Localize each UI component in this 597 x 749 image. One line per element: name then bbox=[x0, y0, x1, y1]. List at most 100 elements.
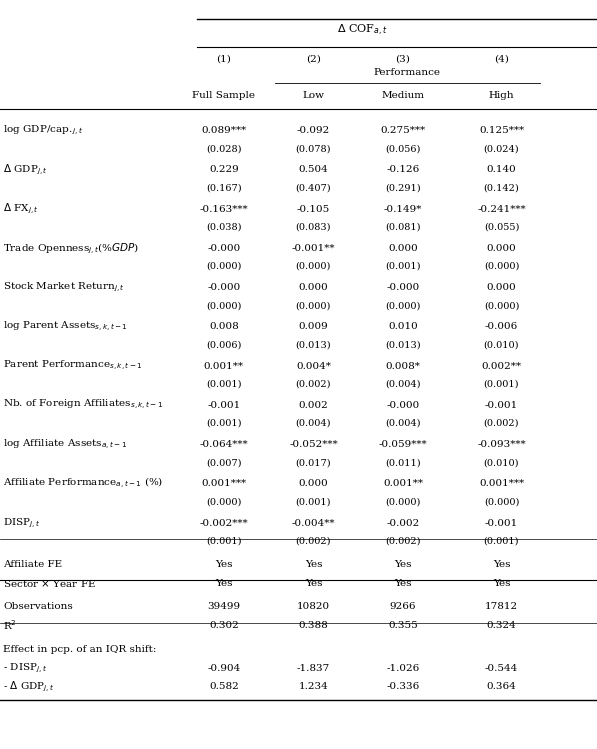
Text: 0.275***: 0.275*** bbox=[380, 126, 426, 135]
Text: (3): (3) bbox=[396, 55, 410, 64]
Text: - DISP$_{j,t}$: - DISP$_{j,t}$ bbox=[3, 661, 47, 675]
Text: -0.006: -0.006 bbox=[485, 322, 518, 331]
Text: 0.504: 0.504 bbox=[298, 166, 328, 175]
Text: (0.004): (0.004) bbox=[296, 419, 331, 428]
Text: 0.140: 0.140 bbox=[487, 166, 516, 175]
Text: -0.904: -0.904 bbox=[207, 664, 241, 673]
Text: -0.059***: -0.059*** bbox=[378, 440, 427, 449]
Text: 9266: 9266 bbox=[390, 602, 416, 611]
Text: 1.234: 1.234 bbox=[298, 682, 328, 691]
Text: Full Sample: Full Sample bbox=[192, 91, 256, 100]
Text: (0.055): (0.055) bbox=[484, 222, 519, 231]
Text: $\Delta$ GDP$_{j,t}$: $\Delta$ GDP$_{j,t}$ bbox=[3, 163, 48, 177]
Text: 0.000: 0.000 bbox=[487, 283, 516, 292]
Text: -0.064***: -0.064*** bbox=[199, 440, 248, 449]
Text: (0.083): (0.083) bbox=[296, 222, 331, 231]
Text: (0.000): (0.000) bbox=[296, 301, 331, 310]
Text: -0.000: -0.000 bbox=[207, 244, 241, 253]
Text: (0.013): (0.013) bbox=[385, 340, 421, 349]
Text: -0.000: -0.000 bbox=[386, 401, 420, 410]
Text: (0.001): (0.001) bbox=[484, 380, 519, 389]
Text: -0.544: -0.544 bbox=[485, 664, 518, 673]
Text: (0.056): (0.056) bbox=[385, 144, 421, 153]
Text: High: High bbox=[489, 91, 514, 100]
Text: (0.001): (0.001) bbox=[484, 536, 519, 545]
Text: (2): (2) bbox=[306, 55, 321, 64]
Text: Yes: Yes bbox=[215, 579, 233, 588]
Text: DISP$_{j,t}$: DISP$_{j,t}$ bbox=[3, 516, 41, 530]
Text: -0.001: -0.001 bbox=[485, 401, 518, 410]
Text: - $\Delta$ GDP$_{j,t}$: - $\Delta$ GDP$_{j,t}$ bbox=[3, 679, 55, 694]
Text: (0.002): (0.002) bbox=[296, 536, 331, 545]
Text: 0.324: 0.324 bbox=[487, 621, 516, 630]
Text: 0.229: 0.229 bbox=[209, 166, 239, 175]
Text: -0.163***: -0.163*** bbox=[199, 204, 248, 213]
Text: (0.010): (0.010) bbox=[484, 340, 519, 349]
Text: 0.302: 0.302 bbox=[209, 621, 239, 630]
Text: Trade Openness$_{j,t}$(%$GDP$): Trade Openness$_{j,t}$(%$GDP$) bbox=[3, 241, 139, 255]
Text: -0.001: -0.001 bbox=[207, 401, 241, 410]
Text: (0.001): (0.001) bbox=[296, 497, 331, 506]
Text: (0.002): (0.002) bbox=[296, 380, 331, 389]
Text: 0.355: 0.355 bbox=[388, 621, 418, 630]
Text: $\Delta$ FX$_{j,t}$: $\Delta$ FX$_{j,t}$ bbox=[3, 202, 39, 216]
Text: Yes: Yes bbox=[493, 579, 510, 588]
Text: -0.001: -0.001 bbox=[485, 518, 518, 527]
Text: (0.002): (0.002) bbox=[484, 419, 519, 428]
Text: (0.001): (0.001) bbox=[206, 536, 242, 545]
Text: 0.001**: 0.001** bbox=[383, 479, 423, 488]
Text: 0.002: 0.002 bbox=[298, 401, 328, 410]
Text: Yes: Yes bbox=[493, 560, 510, 569]
Text: (0.407): (0.407) bbox=[296, 184, 331, 192]
Text: (1): (1) bbox=[217, 55, 231, 64]
Text: (0.291): (0.291) bbox=[385, 184, 421, 192]
Text: $\Delta$ COF$_{a,t}$: $\Delta$ COF$_{a,t}$ bbox=[337, 23, 388, 38]
Text: Stock Market Return$_{j,t}$: Stock Market Return$_{j,t}$ bbox=[3, 281, 125, 294]
Text: 10820: 10820 bbox=[297, 602, 330, 611]
Text: -0.126: -0.126 bbox=[386, 166, 420, 175]
Text: 0.010: 0.010 bbox=[388, 322, 418, 331]
Text: Yes: Yes bbox=[394, 579, 412, 588]
Text: -0.000: -0.000 bbox=[207, 283, 241, 292]
Text: Sector $\times$ Year FE: Sector $\times$ Year FE bbox=[3, 577, 96, 589]
Text: 0.001***: 0.001*** bbox=[479, 479, 524, 488]
Text: (0.000): (0.000) bbox=[385, 497, 421, 506]
Text: Yes: Yes bbox=[304, 560, 322, 569]
Text: (0.001): (0.001) bbox=[206, 419, 242, 428]
Text: (0.000): (0.000) bbox=[206, 497, 242, 506]
Text: (0.167): (0.167) bbox=[206, 184, 242, 192]
Text: Parent Performance$_{s,k,t-1}$: Parent Performance$_{s,k,t-1}$ bbox=[3, 359, 143, 373]
Text: (0.010): (0.010) bbox=[484, 458, 519, 467]
Text: -0.002: -0.002 bbox=[386, 518, 420, 527]
Text: -0.000: -0.000 bbox=[386, 283, 420, 292]
Text: 0.000: 0.000 bbox=[388, 244, 418, 253]
Text: 0.388: 0.388 bbox=[298, 621, 328, 630]
Text: -0.092: -0.092 bbox=[297, 126, 330, 135]
Text: (0.038): (0.038) bbox=[206, 222, 242, 231]
Text: 0.001**: 0.001** bbox=[204, 362, 244, 371]
Text: (0.142): (0.142) bbox=[484, 184, 519, 192]
Text: (0.001): (0.001) bbox=[385, 262, 421, 271]
Text: 0.008: 0.008 bbox=[209, 322, 239, 331]
Text: -0.001**: -0.001** bbox=[292, 244, 335, 253]
Text: log Parent Assets$_{s,k,t-1}$: log Parent Assets$_{s,k,t-1}$ bbox=[3, 320, 128, 334]
Text: 0.004*: 0.004* bbox=[296, 362, 331, 371]
Text: Affiliate FE: Affiliate FE bbox=[3, 560, 62, 569]
Text: 0.002**: 0.002** bbox=[481, 362, 522, 371]
Text: -0.004**: -0.004** bbox=[292, 518, 335, 527]
Text: Observations: Observations bbox=[3, 602, 73, 611]
Text: (0.004): (0.004) bbox=[385, 419, 421, 428]
Text: (0.013): (0.013) bbox=[296, 340, 331, 349]
Text: -1.026: -1.026 bbox=[386, 664, 420, 673]
Text: (0.028): (0.028) bbox=[206, 144, 242, 153]
Text: (0.007): (0.007) bbox=[206, 458, 242, 467]
Text: 0.582: 0.582 bbox=[209, 682, 239, 691]
Text: (0.000): (0.000) bbox=[484, 497, 519, 506]
Text: Affiliate Performance$_{a,t-1}$ (%): Affiliate Performance$_{a,t-1}$ (%) bbox=[3, 476, 163, 491]
Text: 0.009: 0.009 bbox=[298, 322, 328, 331]
Text: -0.241***: -0.241*** bbox=[477, 204, 526, 213]
Text: (0.000): (0.000) bbox=[296, 262, 331, 271]
Text: Performance: Performance bbox=[374, 68, 441, 77]
Text: (0.000): (0.000) bbox=[206, 262, 242, 271]
Text: Yes: Yes bbox=[394, 560, 412, 569]
